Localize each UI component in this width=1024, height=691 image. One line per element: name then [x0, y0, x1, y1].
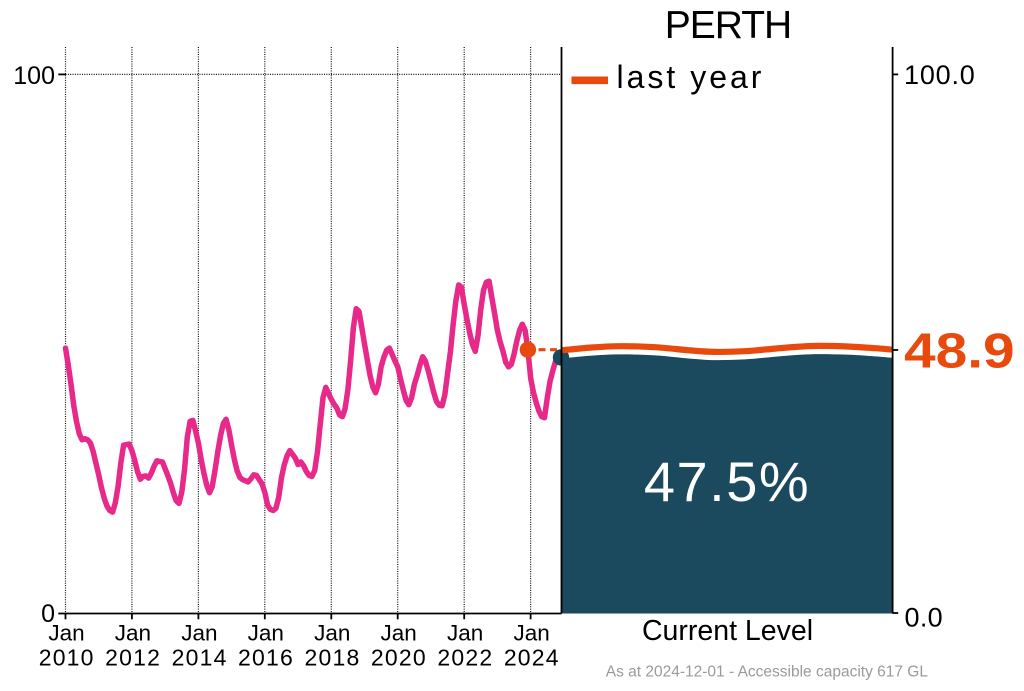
svg-text:2024: 2024	[504, 645, 560, 671]
svg-text:0: 0	[41, 600, 55, 628]
svg-text:2014: 2014	[172, 645, 228, 671]
svg-text:Jan: Jan	[181, 621, 217, 646]
svg-text:Jan: Jan	[248, 621, 284, 646]
svg-text:2016: 2016	[238, 645, 294, 671]
svg-text:Jan: Jan	[115, 621, 151, 646]
svg-text:48.9: 48.9	[904, 324, 1015, 378]
svg-text:Jan: Jan	[314, 621, 350, 646]
svg-text:Jan: Jan	[513, 621, 549, 646]
svg-text:Current Level: Current Level	[642, 615, 813, 647]
svg-text:47.5%: 47.5%	[644, 450, 810, 513]
svg-text:last year: last year	[617, 59, 765, 95]
svg-text:100: 100	[13, 62, 55, 90]
svg-text:As at 2024-12-01 - Accessible: As at 2024-12-01 - Accessible capacity 6…	[606, 664, 929, 681]
svg-text:PERTH: PERTH	[665, 4, 791, 47]
svg-text:2022: 2022	[437, 645, 493, 671]
svg-text:Jan: Jan	[447, 621, 483, 646]
svg-text:2010: 2010	[39, 645, 95, 671]
svg-text:2018: 2018	[305, 645, 361, 671]
svg-text:Jan: Jan	[381, 621, 417, 646]
svg-text:Jan: Jan	[48, 621, 84, 646]
svg-text:2020: 2020	[371, 645, 427, 671]
svg-text:2012: 2012	[105, 645, 161, 671]
svg-text:100.0: 100.0	[904, 60, 976, 90]
svg-text:0.0: 0.0	[905, 603, 943, 633]
